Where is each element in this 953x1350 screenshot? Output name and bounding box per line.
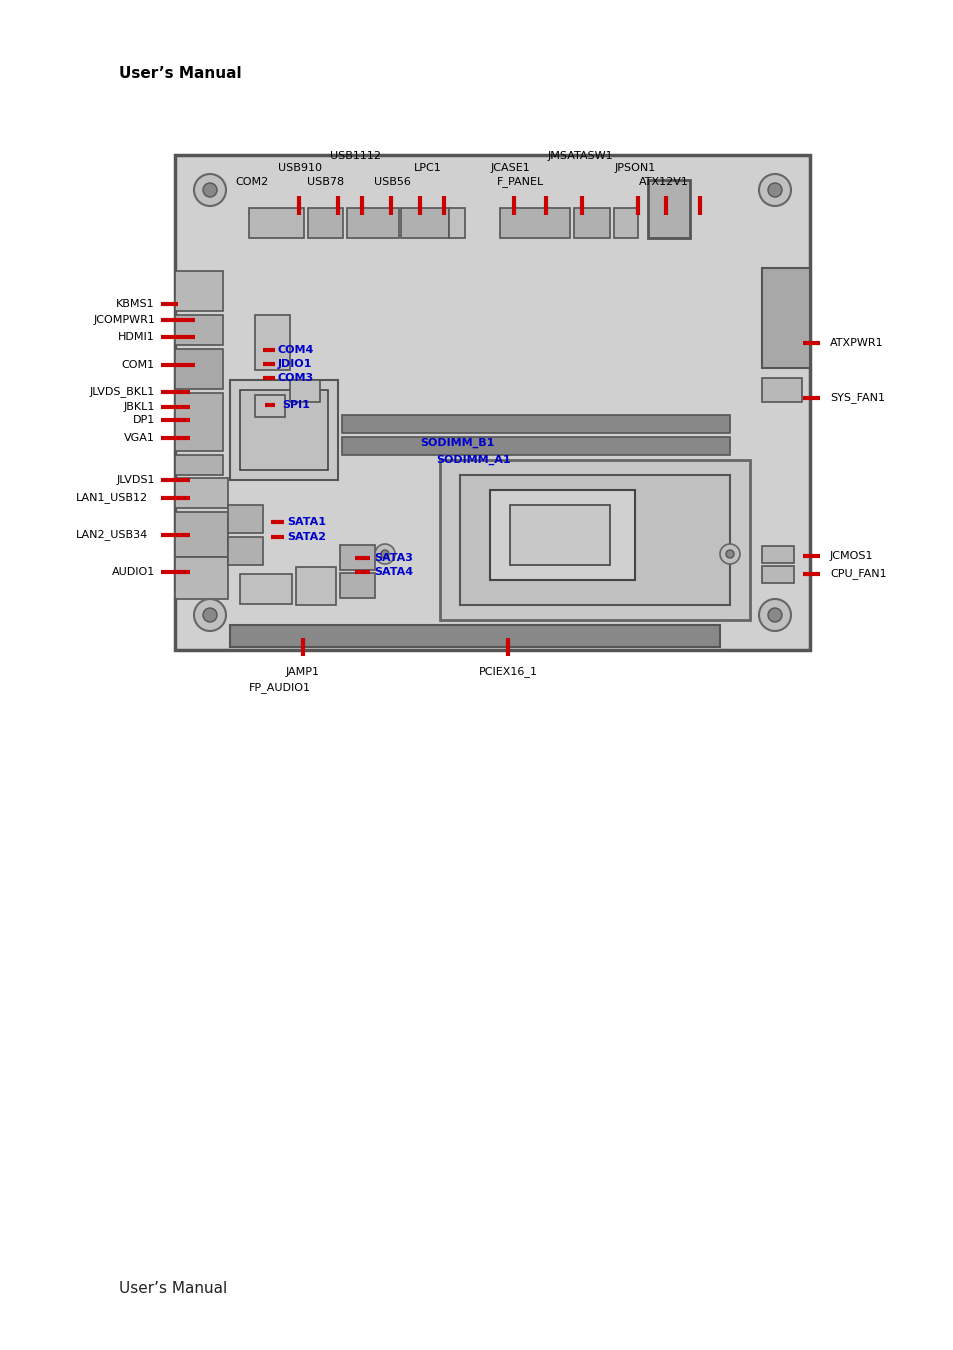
Text: User’s Manual: User’s Manual (119, 1281, 227, 1296)
Bar (174, 558, 228, 599)
Bar (174, 455, 223, 475)
Bar (290, 379, 319, 402)
Bar (339, 572, 375, 598)
Bar (295, 567, 335, 605)
Bar (761, 269, 809, 369)
Bar (174, 315, 223, 346)
Text: VGA1: VGA1 (124, 433, 154, 443)
Text: ATX12V1: ATX12V1 (639, 177, 688, 188)
Text: USB910: USB910 (277, 163, 322, 173)
Text: SATA1: SATA1 (287, 517, 326, 526)
Circle shape (375, 544, 395, 564)
Text: PCIEX16_1: PCIEX16_1 (478, 667, 537, 678)
Bar (240, 574, 292, 603)
Text: USB1112: USB1112 (330, 151, 381, 161)
Bar (254, 396, 285, 417)
Text: SODIMM_A1: SODIMM_A1 (436, 455, 510, 466)
Bar (574, 208, 609, 238)
Text: USB78: USB78 (307, 177, 344, 188)
Text: FP_AUDIO1: FP_AUDIO1 (249, 683, 311, 694)
Bar (339, 545, 375, 570)
Bar (174, 350, 223, 389)
Circle shape (380, 549, 389, 558)
Bar (341, 414, 729, 433)
Text: User’s Manual: User’s Manual (119, 66, 242, 81)
Circle shape (759, 174, 790, 207)
Bar (308, 208, 343, 238)
Text: COM3: COM3 (277, 373, 314, 383)
Text: JPSON1: JPSON1 (614, 163, 655, 173)
Bar (174, 512, 228, 558)
Bar (230, 625, 720, 647)
Text: SATA2: SATA2 (287, 532, 326, 541)
Text: ATXPWR1: ATXPWR1 (829, 338, 882, 348)
Text: CPU_FAN1: CPU_FAN1 (829, 568, 885, 579)
Bar (439, 460, 749, 620)
Text: DP1: DP1 (132, 414, 154, 425)
Bar (499, 208, 569, 238)
Circle shape (767, 608, 781, 622)
Bar (228, 505, 263, 533)
Bar (341, 437, 729, 455)
Bar (400, 208, 449, 238)
Text: JCMOS1: JCMOS1 (829, 551, 873, 562)
Circle shape (193, 599, 226, 630)
Circle shape (203, 184, 216, 197)
Bar (174, 271, 223, 310)
Circle shape (767, 184, 781, 197)
Text: USB56: USB56 (374, 177, 410, 188)
Bar (449, 208, 464, 238)
Bar (490, 490, 635, 580)
Text: COM2: COM2 (235, 177, 269, 188)
Bar (647, 180, 689, 238)
Text: SATA3: SATA3 (374, 554, 413, 563)
Text: LAN2_USB34: LAN2_USB34 (75, 529, 148, 540)
Bar (347, 208, 398, 238)
Bar (230, 379, 337, 481)
Text: LPC1: LPC1 (414, 163, 441, 173)
Text: JLVDS1: JLVDS1 (116, 475, 154, 485)
Text: KBMS1: KBMS1 (116, 298, 154, 309)
Text: JCASE1: JCASE1 (490, 163, 529, 173)
Text: COM1: COM1 (122, 360, 154, 370)
Text: COM4: COM4 (277, 346, 314, 355)
Text: JMSATASW1: JMSATASW1 (547, 151, 612, 161)
Circle shape (193, 174, 226, 207)
Bar (614, 208, 638, 238)
Text: JDIO1: JDIO1 (277, 359, 312, 369)
Text: F_PANEL: F_PANEL (497, 177, 544, 188)
Text: JLVDS_BKL1: JLVDS_BKL1 (90, 386, 154, 397)
Bar (174, 155, 809, 649)
Bar (254, 315, 290, 370)
Bar (228, 537, 263, 566)
Text: JBKL1: JBKL1 (124, 402, 154, 412)
Text: LAN1_USB12: LAN1_USB12 (76, 493, 148, 504)
Bar (240, 390, 328, 470)
Bar (510, 505, 609, 566)
Text: JCOMPWR1: JCOMPWR1 (93, 315, 154, 325)
Bar (174, 393, 223, 451)
Text: SODIMM_B1: SODIMM_B1 (419, 437, 494, 448)
Circle shape (759, 599, 790, 630)
Bar (761, 566, 793, 583)
Text: AUDIO1: AUDIO1 (112, 567, 154, 576)
Circle shape (203, 608, 216, 622)
Circle shape (720, 544, 740, 564)
Text: SYS_FAN1: SYS_FAN1 (829, 393, 884, 404)
Bar (459, 475, 729, 605)
Bar (761, 378, 801, 402)
Bar (174, 478, 228, 508)
Text: SATA4: SATA4 (374, 567, 413, 576)
Bar (761, 545, 793, 563)
Circle shape (725, 549, 733, 558)
Bar (249, 208, 304, 238)
Text: HDMI1: HDMI1 (118, 332, 154, 342)
Text: SPI1: SPI1 (282, 400, 310, 410)
Text: JAMP1: JAMP1 (286, 667, 319, 676)
